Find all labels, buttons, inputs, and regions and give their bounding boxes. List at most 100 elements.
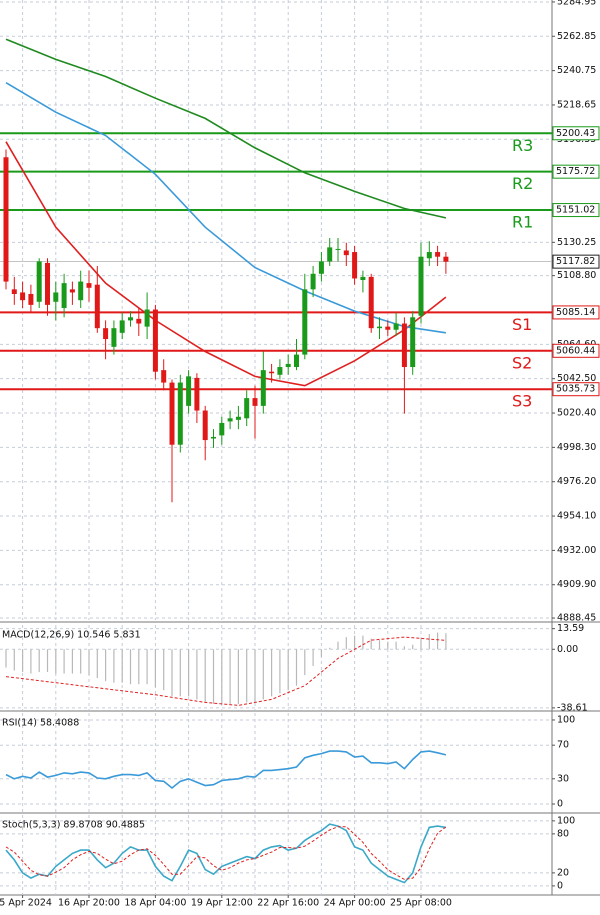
y-tick-label: 0.00 bbox=[557, 644, 578, 655]
candle-body bbox=[410, 317, 416, 368]
candle-body bbox=[269, 371, 275, 374]
level-label: R2 bbox=[512, 174, 533, 193]
histogram-bar bbox=[88, 649, 90, 676]
y-tick-label: 5218.65 bbox=[557, 99, 596, 110]
price-box bbox=[552, 164, 600, 179]
histogram-bar bbox=[163, 649, 165, 691]
y-tick-label: 100 bbox=[557, 714, 575, 725]
y-tick-label: 4954.10 bbox=[557, 511, 596, 522]
indicator-line bbox=[5, 636, 446, 706]
y-tick-label: 5130.25 bbox=[557, 237, 596, 248]
histogram-bar bbox=[271, 649, 273, 697]
level-label: S1 bbox=[512, 315, 532, 334]
y-tick-label: 4998.30 bbox=[557, 442, 596, 453]
y-tick-label: 4888.45 bbox=[557, 613, 596, 624]
y-tick-label: 5108.80 bbox=[557, 270, 596, 281]
histogram-bar bbox=[387, 641, 389, 650]
price-box bbox=[552, 203, 600, 218]
x-tick-label: 15 Apr 2024 bbox=[0, 898, 52, 909]
candle-body bbox=[252, 398, 258, 406]
indicator-line bbox=[5, 750, 447, 790]
candle-body bbox=[94, 284, 100, 329]
histogram-bar bbox=[204, 649, 206, 703]
x-tick-label: 19 Apr 12:00 bbox=[191, 898, 253, 909]
x-tick-label: 18 Apr 04:00 bbox=[124, 898, 186, 909]
histogram-bar bbox=[428, 634, 430, 650]
candle-body bbox=[343, 250, 349, 256]
histogram-bar bbox=[212, 649, 215, 704]
y-tick-label: 30 bbox=[557, 773, 569, 784]
histogram-bar bbox=[96, 649, 98, 679]
candle-body bbox=[136, 318, 142, 324]
candle-body bbox=[186, 376, 192, 406]
y-tick-label: 13.59 bbox=[557, 623, 584, 634]
indicator-line bbox=[5, 823, 447, 884]
candle-body bbox=[161, 370, 167, 383]
candle-body bbox=[177, 382, 183, 445]
histogram-bar bbox=[121, 649, 123, 683]
candle-body bbox=[211, 436, 216, 439]
price-box bbox=[552, 126, 600, 141]
histogram-bar bbox=[445, 633, 447, 650]
histogram-bar bbox=[304, 649, 306, 676]
candle-body bbox=[285, 363, 291, 368]
indicator-title: Stoch(5,3,3) 89.8708 90.4885 bbox=[2, 820, 145, 831]
y-tick-label: 100 bbox=[557, 815, 575, 826]
indicator-line bbox=[5, 826, 447, 880]
price-box bbox=[552, 254, 600, 269]
candle-body bbox=[443, 256, 449, 262]
level-label: S2 bbox=[512, 353, 532, 372]
candle-body bbox=[260, 370, 266, 406]
histogram-bar bbox=[420, 638, 422, 650]
histogram-bar bbox=[354, 635, 356, 650]
candle-body bbox=[435, 252, 441, 257]
candle-body bbox=[194, 377, 200, 411]
histogram-bar bbox=[246, 649, 248, 703]
candle-body bbox=[119, 320, 125, 333]
price-box-label: 5175.72 bbox=[556, 166, 595, 177]
y-tick-label: 4932.00 bbox=[557, 545, 596, 556]
histogram-bar bbox=[113, 649, 115, 683]
y-tick-label: 70 bbox=[557, 740, 569, 751]
histogram-bar bbox=[378, 640, 381, 650]
histogram-bar bbox=[38, 649, 40, 673]
histogram-bar bbox=[279, 649, 281, 694]
candle-body bbox=[360, 276, 366, 281]
histogram-bar bbox=[370, 638, 372, 650]
candle-body bbox=[11, 289, 17, 294]
histogram-bar bbox=[329, 647, 331, 650]
candle-body bbox=[202, 410, 208, 441]
price-box-label: 5200.43 bbox=[556, 128, 595, 139]
y-tick-label: 5240.75 bbox=[557, 65, 596, 76]
y-tick-label: 0 bbox=[557, 880, 563, 891]
candle-body bbox=[385, 326, 391, 330]
price-box-label: 5151.02 bbox=[556, 205, 595, 216]
candle-body bbox=[36, 261, 42, 302]
y-tick-label: 80 bbox=[557, 828, 569, 839]
histogram-bar bbox=[179, 649, 181, 697]
y-tick-label: 5020.40 bbox=[557, 408, 596, 419]
x-tick-label: 16 Apr 20:00 bbox=[58, 898, 120, 909]
candle-body bbox=[53, 292, 59, 302]
histogram-bar bbox=[129, 649, 132, 685]
candle-body bbox=[277, 367, 283, 375]
histogram-bar bbox=[262, 649, 264, 700]
histogram-bar bbox=[395, 641, 397, 650]
histogram-bar bbox=[320, 649, 322, 657]
candle-body bbox=[393, 323, 399, 330]
histogram-bar bbox=[55, 649, 57, 674]
y-tick-label: -38.61 bbox=[557, 702, 588, 713]
histogram-bar bbox=[254, 649, 256, 703]
histogram-bar bbox=[237, 649, 239, 704]
histogram-bar bbox=[221, 649, 223, 704]
histogram-bar bbox=[188, 649, 190, 697]
candle-body bbox=[368, 276, 374, 329]
candle-body bbox=[3, 157, 9, 282]
candle-body bbox=[426, 252, 432, 259]
histogram-bar bbox=[412, 644, 414, 650]
level-label: R3 bbox=[512, 136, 533, 155]
histogram-bar bbox=[46, 649, 49, 673]
